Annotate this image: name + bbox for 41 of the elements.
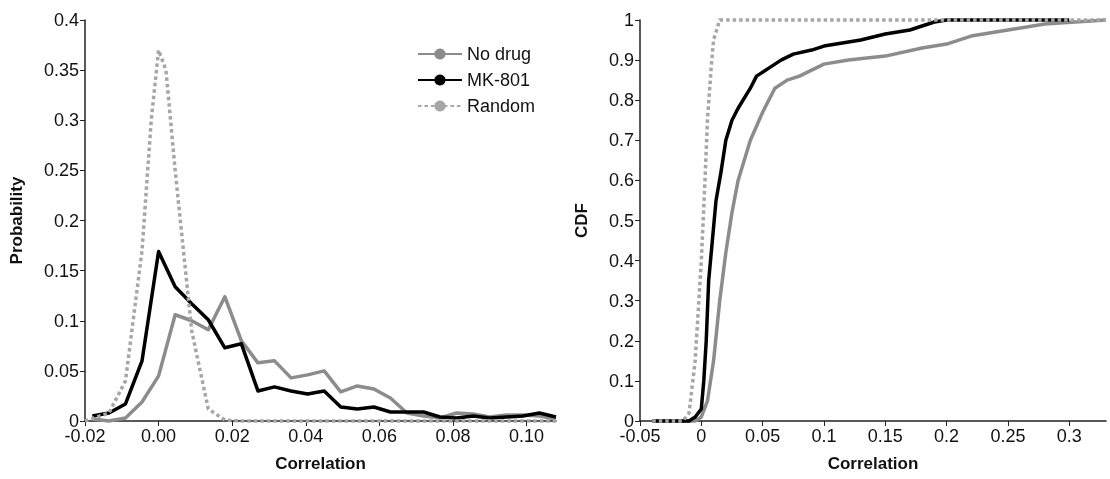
x-tick-label: 0: [696, 426, 707, 446]
y-tick-label: 0.3: [608, 290, 634, 311]
y-tick-label: 0.4: [608, 250, 634, 271]
y-tick-label: 1: [623, 10, 634, 30]
x-tick-label: -0.02: [64, 426, 106, 446]
x-tick-label: 0.06: [361, 426, 397, 446]
y-tick-label: 0.15: [43, 260, 79, 281]
x-tick-label: 0.3: [1056, 426, 1082, 446]
y-tick-label: 0.6: [608, 170, 634, 191]
x-tick-label: 0.00: [141, 426, 177, 446]
x-tick-label: 0.2: [934, 426, 960, 446]
x-tick-label: 0.02: [214, 426, 250, 446]
x-axis-title: Correlation: [827, 454, 919, 473]
y-tick-label: 0.1: [608, 370, 634, 391]
y-tick-label: 0.7: [608, 130, 634, 151]
y-tick-label: 0.5: [608, 210, 634, 231]
y-tick-label: 0.1: [53, 310, 79, 331]
x-tick-label: 0.15: [867, 426, 903, 446]
y-axis-title: Probability: [7, 176, 26, 265]
legend-label: MK-801: [466, 70, 530, 90]
y-tick-label: 0.3: [53, 110, 79, 131]
y-tick-label: 0.05: [43, 360, 79, 381]
y-tick-label: 0.35: [43, 60, 79, 81]
x-tick-label: 0.25: [990, 426, 1026, 446]
legend-label: No drug: [466, 44, 532, 64]
legend-label: Random: [466, 96, 536, 116]
y-axis-title: CDF: [572, 203, 591, 238]
x-tick-label: 0.1: [811, 426, 837, 446]
y-tick-label: 0.8: [608, 90, 634, 111]
line-series: [90, 249, 558, 420]
y-tick-label: 0.2: [608, 330, 634, 351]
x-tick-label: 0.10: [509, 426, 545, 446]
x-tick-label: 0.08: [435, 426, 471, 446]
y-tick-label: 0.2: [53, 210, 79, 231]
x-tick-label: 0.05: [745, 426, 781, 446]
x-tick-label: 0.04: [288, 426, 324, 446]
y-tick-label: 0.4: [53, 10, 79, 30]
x-tick-label: -0.05: [619, 426, 661, 446]
x-axis-title: Correlation: [275, 454, 366, 473]
y-tick-label: 0.25: [43, 160, 79, 181]
y-tick-label: 0.9: [608, 50, 634, 71]
